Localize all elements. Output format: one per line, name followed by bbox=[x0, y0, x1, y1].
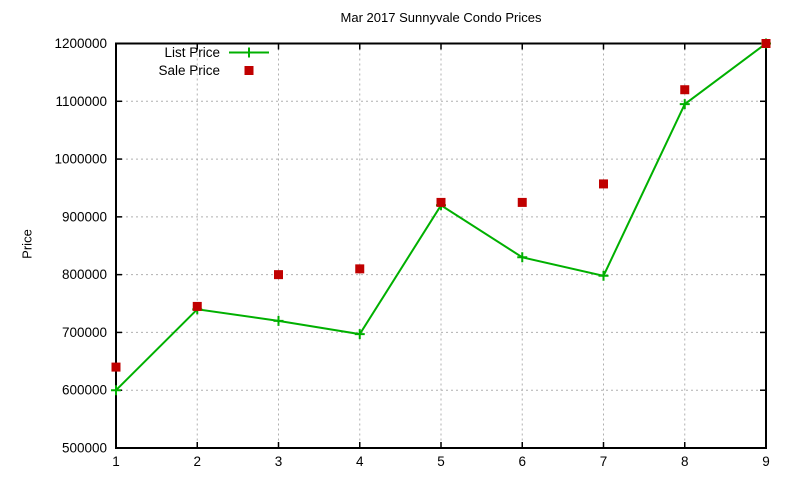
data-point-square bbox=[111, 362, 121, 372]
x-tick-label: 9 bbox=[762, 454, 770, 469]
y-tick-label: 900000 bbox=[62, 209, 107, 224]
data-point-square bbox=[761, 39, 771, 48]
legend-label-list-price: List Price bbox=[164, 45, 220, 60]
x-tick-label: 3 bbox=[275, 454, 283, 469]
legend: List Price Sale Price bbox=[128, 44, 271, 79]
x-tick-label: 6 bbox=[518, 454, 526, 469]
series-sale-price bbox=[111, 39, 771, 372]
data-point-square bbox=[192, 301, 202, 311]
y-tick-label: 1000000 bbox=[54, 152, 107, 167]
y-tick-label: 700000 bbox=[62, 325, 107, 340]
x-tick-label: 8 bbox=[681, 454, 689, 469]
data-point-square bbox=[355, 264, 365, 274]
y-tick-label: 800000 bbox=[62, 267, 107, 282]
data-point-plus bbox=[517, 252, 528, 263]
x-tick-label: 4 bbox=[356, 454, 364, 469]
legend-square bbox=[244, 66, 254, 75]
data-point-plus bbox=[354, 329, 365, 340]
legend-sample-square-icon bbox=[227, 63, 271, 78]
data-point-plus bbox=[111, 385, 121, 396]
y-tick-label: 600000 bbox=[62, 383, 107, 398]
data-point-square bbox=[517, 197, 527, 207]
x-tick-label: 1 bbox=[112, 454, 120, 469]
legend-plus bbox=[244, 47, 254, 58]
y-tick-label: 1200000 bbox=[54, 36, 107, 51]
data-point-square bbox=[599, 179, 608, 189]
x-tick-label: 5 bbox=[437, 454, 445, 469]
x-tick-label: 7 bbox=[600, 454, 608, 469]
chart-title: Mar 2017 Sunnyvale Condo Prices bbox=[340, 10, 542, 25]
data-point-plus bbox=[679, 99, 690, 110]
y-tick-label: 500000 bbox=[62, 441, 107, 456]
data-point-square bbox=[274, 270, 283, 280]
data-point-square bbox=[436, 197, 446, 207]
legend-item-sale-price: Sale Price bbox=[128, 62, 271, 79]
y-tick-label: 1100000 bbox=[55, 94, 107, 109]
data-point-plus bbox=[598, 270, 609, 281]
data-point-square bbox=[680, 85, 690, 95]
legend-label-sale-price: Sale Price bbox=[158, 63, 220, 78]
x-tick-label: 2 bbox=[193, 454, 201, 469]
legend-item-list-price: List Price bbox=[128, 44, 271, 61]
data-point-plus bbox=[273, 315, 284, 326]
legend-sample-line-plus-icon bbox=[227, 45, 271, 60]
